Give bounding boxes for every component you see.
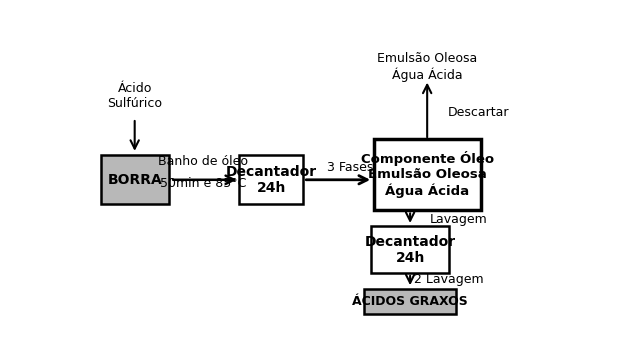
Text: Decantador
24h: Decantador 24h bbox=[226, 165, 317, 195]
FancyBboxPatch shape bbox=[374, 139, 481, 210]
FancyBboxPatch shape bbox=[240, 155, 303, 204]
Text: 2 Lavagem: 2 Lavagem bbox=[415, 272, 484, 286]
Text: Decantador
24h: Decantador 24h bbox=[365, 235, 455, 265]
FancyBboxPatch shape bbox=[101, 155, 169, 204]
FancyBboxPatch shape bbox=[364, 289, 457, 314]
Text: Ácido
Sulfúrico: Ácido Sulfúrico bbox=[107, 82, 162, 110]
Text: Lavagem: Lavagem bbox=[430, 213, 487, 226]
Text: Componente Óleo
Emulsão Oleosa
Água Ácida: Componente Óleo Emulsão Oleosa Água Ácid… bbox=[360, 151, 494, 198]
Text: Descartar: Descartar bbox=[448, 106, 509, 119]
Text: Banho de óleo: Banho de óleo bbox=[158, 156, 248, 168]
Text: ÁCIDOS GRAXOS: ÁCIDOS GRAXOS bbox=[352, 295, 468, 308]
FancyBboxPatch shape bbox=[371, 226, 449, 273]
Text: Emulsão Oleosa
Água Ácida: Emulsão Oleosa Água Ácida bbox=[377, 52, 477, 82]
Text: 3 Fases: 3 Fases bbox=[328, 161, 374, 174]
Text: 50min e 85°C: 50min e 85°C bbox=[160, 177, 246, 190]
Text: BORRA: BORRA bbox=[108, 173, 162, 187]
